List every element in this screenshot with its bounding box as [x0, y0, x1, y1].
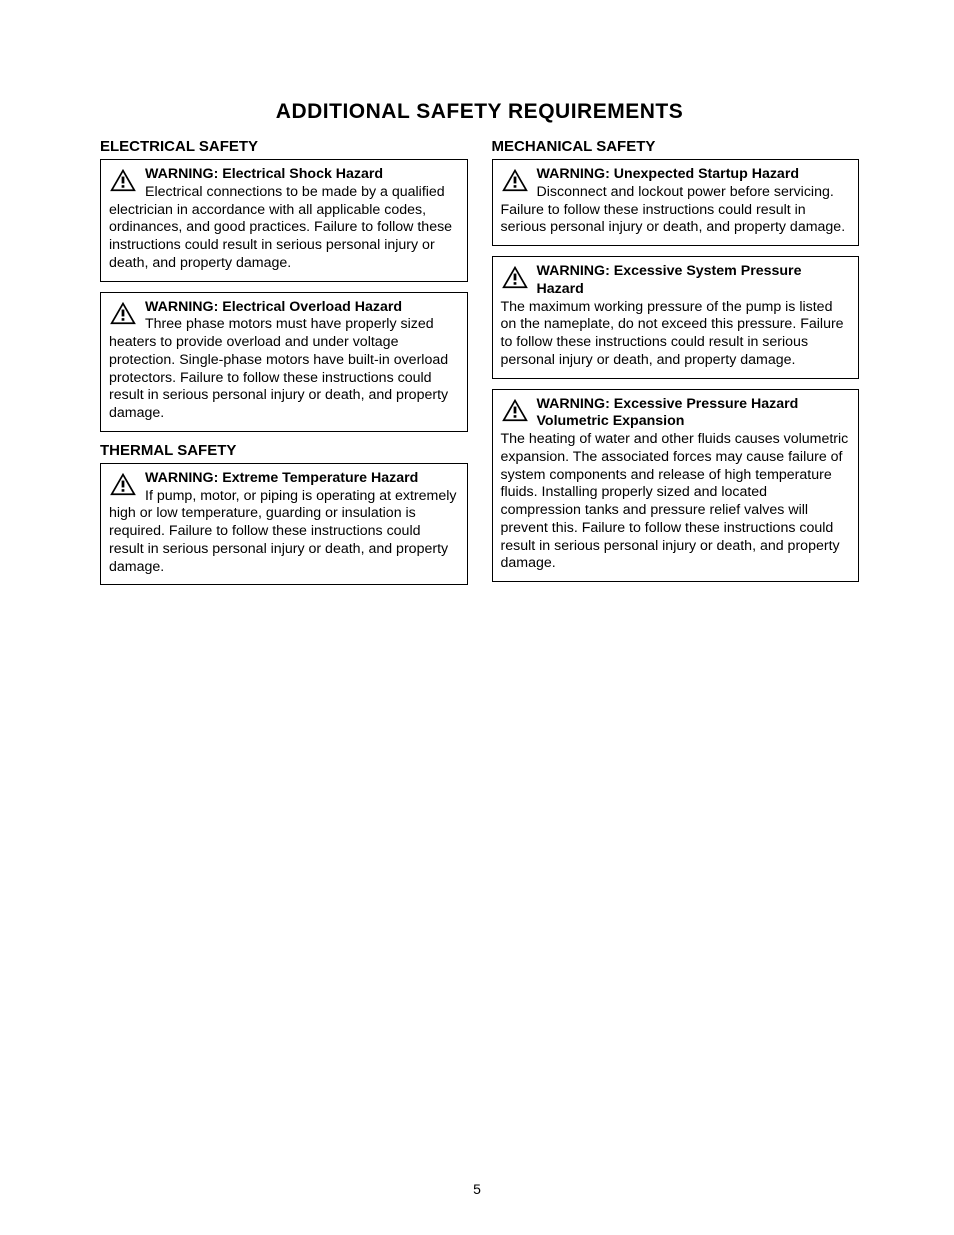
- page-number: 5: [0, 1181, 954, 1197]
- warning-triangle-icon: [501, 398, 529, 422]
- warning-block: WARNING: Electrical Shock Hazard Electri…: [100, 159, 468, 282]
- warning-block: WARNING: Excessive Pressure Hazard Volum…: [492, 389, 860, 583]
- warning-body: Electrical connections to be made by a q…: [109, 184, 452, 271]
- warning-body: If pump, motor, or piping is operating a…: [109, 488, 457, 575]
- section-header-mechanical: MECHANICAL SAFETY: [492, 138, 860, 155]
- section-header-electrical: ELECTRICAL SAFETY: [100, 138, 468, 155]
- warning-title: WARNING: Excessive Pressure Hazard Volum…: [537, 396, 799, 430]
- warning-title: WARNING: Electrical Overload Hazard: [145, 299, 402, 315]
- warning-title: WARNING: Extreme Temperature Hazard: [145, 470, 418, 486]
- warning-triangle-icon: [109, 472, 137, 496]
- section-header-thermal: THERMAL SAFETY: [100, 442, 468, 459]
- warning-block: WARNING: Unexpected Startup Hazard Disco…: [492, 159, 860, 246]
- warning-block: WARNING: Excessive System Pressure Hazar…: [492, 256, 860, 379]
- content-columns: ELECTRICAL SAFETY WARNING: Electrical Sh…: [100, 136, 859, 595]
- warning-body: Three phase motors must have properly si…: [109, 316, 448, 421]
- right-column: MECHANICAL SAFETY WARNING: Unexpected St…: [492, 136, 860, 595]
- warning-title: WARNING: Excessive System Pressure Hazar…: [537, 263, 802, 297]
- warning-triangle-icon: [501, 265, 529, 289]
- warning-body: Disconnect and lockout power before serv…: [501, 184, 846, 236]
- warning-block: WARNING: Extreme Temperature Hazard If p…: [100, 463, 468, 586]
- warning-title: WARNING: Unexpected Startup Hazard: [537, 166, 800, 182]
- warning-block: WARNING: Electrical Overload Hazard Thre…: [100, 292, 468, 432]
- warning-triangle-icon: [501, 168, 529, 192]
- warning-body: The heating of water and other fluids ca…: [501, 431, 849, 571]
- left-column: ELECTRICAL SAFETY WARNING: Electrical Sh…: [100, 136, 468, 595]
- warning-triangle-icon: [109, 168, 137, 192]
- document-page: ADDITIONAL SAFETY REQUIREMENTS ELECTRICA…: [0, 0, 954, 1235]
- warning-title: WARNING: Electrical Shock Hazard: [145, 166, 383, 182]
- warning-body: The maximum working pressure of the pump…: [501, 299, 844, 368]
- page-title: ADDITIONAL SAFETY REQUIREMENTS: [100, 100, 859, 124]
- warning-triangle-icon: [109, 301, 137, 325]
